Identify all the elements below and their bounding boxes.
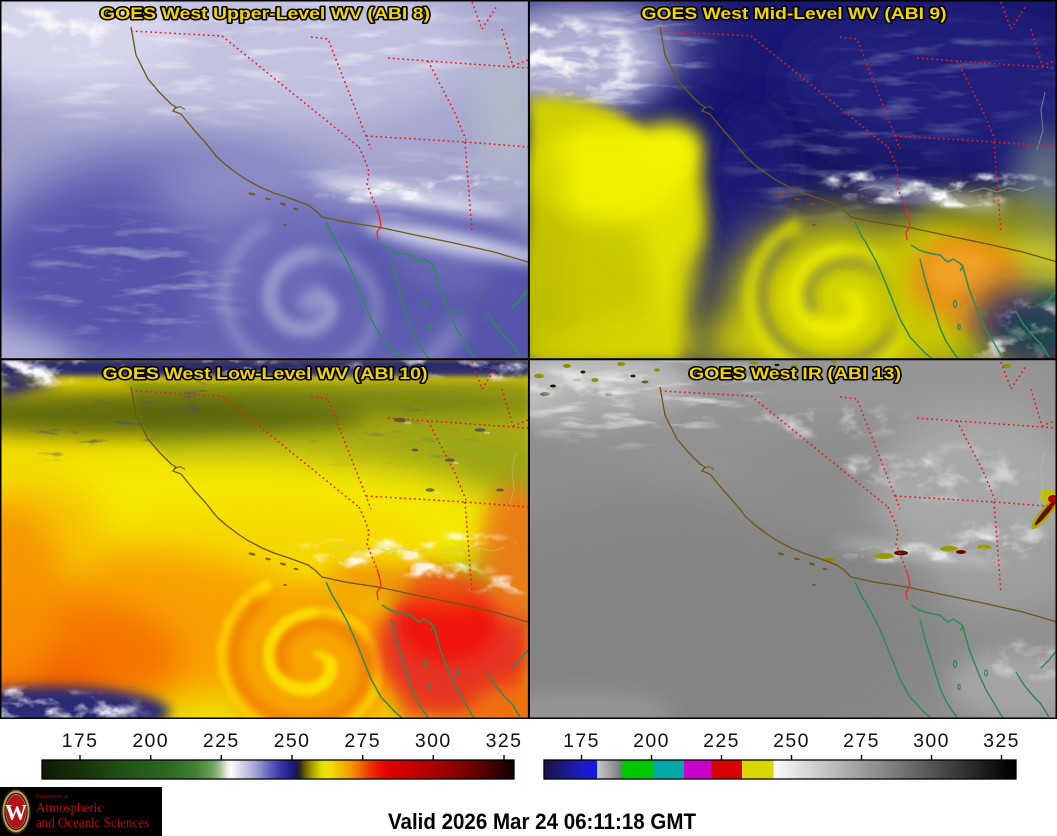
svg-text:GOES West Upper-Level WV (ABI: GOES West Upper-Level WV (ABI 8) (100, 5, 430, 23)
svg-text:W: W (5, 800, 27, 825)
svg-text:275: 275 (344, 730, 381, 752)
svg-text:300: 300 (415, 730, 452, 752)
svg-text:175: 175 (62, 730, 99, 752)
svg-text:175: 175 (563, 730, 600, 752)
svg-text:225: 225 (203, 730, 240, 752)
svg-text:and Oceanic Sciences: and Oceanic Sciences (36, 816, 149, 831)
svg-text:250: 250 (274, 730, 311, 752)
svg-text:200: 200 (132, 730, 169, 752)
svg-text:225: 225 (703, 730, 740, 752)
svg-text:250: 250 (773, 730, 810, 752)
svg-text:GOES West Low-Level WV (ABI 10: GOES West Low-Level WV (ABI 10) (103, 365, 428, 383)
svg-text:Department of: Department of (36, 793, 68, 800)
svg-text:325: 325 (983, 730, 1020, 752)
svg-text:Valid 2026 Mar 24 06:11:18 GMT: Valid 2026 Mar 24 06:11:18 GMT (388, 809, 696, 834)
svg-text:300: 300 (913, 730, 950, 752)
svg-text:GOES West IR (ABI 13): GOES West IR (ABI 13) (689, 365, 901, 383)
svg-text:200: 200 (633, 730, 670, 752)
svg-text:275: 275 (843, 730, 880, 752)
svg-text:GOES West Mid-Level WV (ABI 9): GOES West Mid-Level WV (ABI 9) (642, 5, 947, 23)
svg-text:Atmospheric: Atmospheric (36, 801, 103, 816)
svg-text:325: 325 (486, 730, 523, 752)
